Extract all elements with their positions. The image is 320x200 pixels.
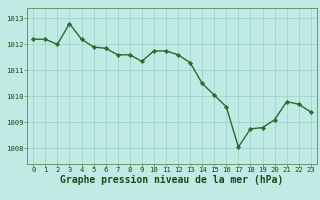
- X-axis label: Graphe pression niveau de la mer (hPa): Graphe pression niveau de la mer (hPa): [60, 175, 284, 185]
